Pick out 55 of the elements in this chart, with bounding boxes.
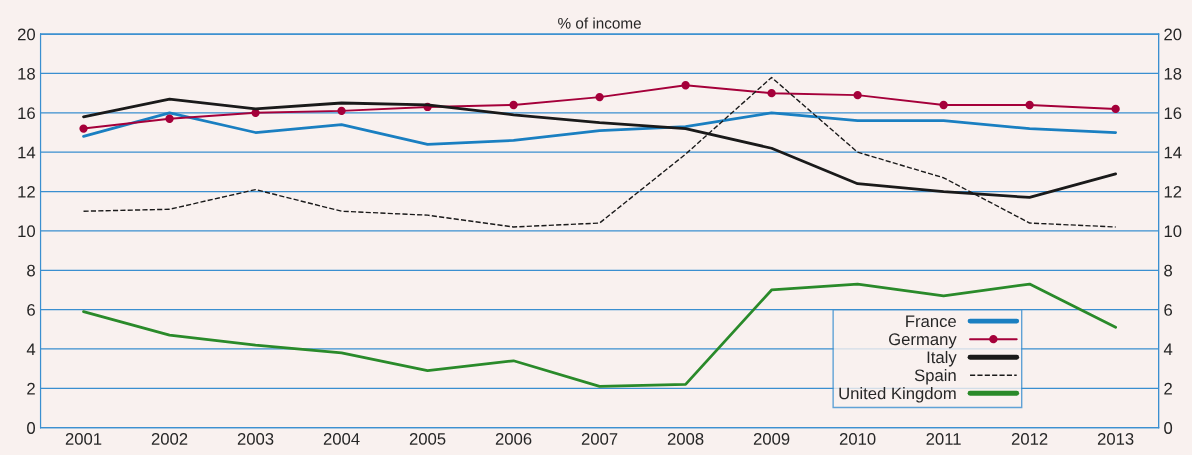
y2-tick-label: 14	[1164, 146, 1182, 159]
x-tick-label: 2004	[323, 433, 360, 445]
y-tick-label: 16	[18, 107, 35, 120]
x-tick-label: 2008	[667, 433, 704, 445]
x-tick-label: 2003	[237, 433, 274, 445]
y-tick-label: 18	[18, 67, 35, 80]
x-tick-label: 2010	[839, 433, 876, 445]
y-tick-label: 20	[17, 28, 36, 41]
y-tick-label: 0	[27, 422, 36, 434]
x-tick-label: 2011	[926, 433, 961, 445]
y-axis-title: % of income	[558, 17, 641, 29]
y2-tick-label: 18	[1164, 67, 1182, 80]
y2-tick-label: 10	[1164, 225, 1182, 238]
legend-label: United Kingdom	[839, 387, 956, 403]
y-tick-label: 10	[18, 225, 36, 238]
point	[509, 100, 518, 110]
x-tick-label: 2007	[581, 433, 618, 445]
legend-label: France	[906, 315, 956, 328]
y2-tick-label: 12	[1164, 185, 1182, 198]
y2-tick-label: 20	[1164, 28, 1182, 41]
y2-tick-label: 6	[1164, 304, 1173, 316]
point	[681, 81, 690, 90]
y-tick-label: 14	[18, 146, 36, 159]
point	[79, 124, 88, 133]
x-tick-label: 2012	[1011, 433, 1048, 445]
y-tick-label: 6	[27, 304, 35, 316]
x-tick-label: 2005	[409, 433, 446, 445]
x-tick-label: 2009	[753, 433, 790, 445]
legend-label: Spain	[914, 368, 956, 385]
x-tick-label: 2006	[495, 433, 532, 445]
y-tick-label: 4	[26, 343, 36, 356]
point	[1111, 104, 1120, 114]
point	[853, 90, 862, 100]
y-tick-label: 12	[18, 185, 35, 198]
y2-tick-label: 8	[1164, 264, 1173, 277]
line-series	[82, 282, 1118, 388]
x-tick-label: 2001	[65, 433, 102, 445]
y2-tick-label: 4	[1163, 343, 1173, 356]
line-series	[82, 76, 1117, 228]
point	[337, 106, 346, 116]
y-tick-label: 2	[27, 382, 35, 395]
point	[767, 88, 776, 98]
point	[165, 114, 174, 123]
point	[595, 92, 604, 102]
line-series	[82, 111, 1118, 146]
legend-label: Germany	[889, 333, 957, 349]
point	[1025, 100, 1034, 110]
legend-label: Italy	[927, 350, 957, 367]
y2-tick-label: 2	[1164, 382, 1172, 395]
x-tick-label: 2013	[1097, 433, 1134, 445]
point	[939, 100, 948, 110]
y-tick-label: 8	[27, 264, 35, 277]
y2-tick-label: 0	[1164, 422, 1173, 434]
y2-tick-label: 16	[1164, 107, 1182, 120]
x-tick-label: 2002	[151, 433, 188, 445]
